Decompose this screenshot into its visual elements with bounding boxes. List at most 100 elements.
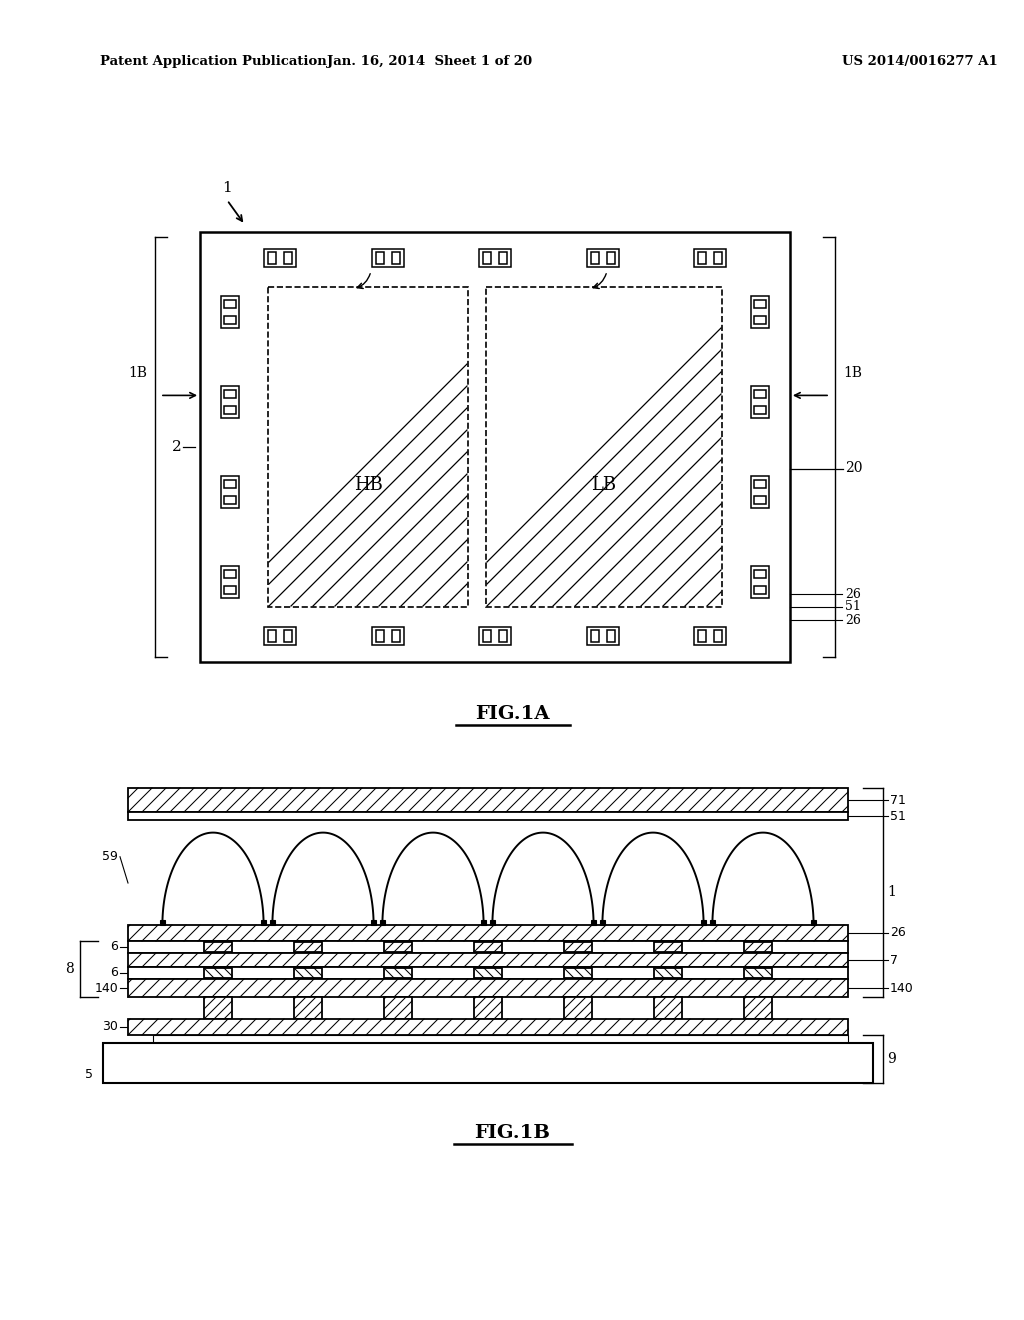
Bar: [811, 920, 816, 925]
Bar: [694, 249, 726, 267]
Bar: [751, 385, 769, 418]
Bar: [714, 630, 722, 642]
Bar: [270, 920, 274, 925]
Bar: [153, 1035, 848, 1043]
Bar: [564, 942, 592, 952]
Bar: [380, 920, 385, 925]
Bar: [372, 627, 403, 645]
Bar: [200, 232, 790, 663]
Bar: [371, 920, 376, 925]
Text: 30: 30: [102, 1020, 118, 1034]
Text: 1B: 1B: [128, 367, 147, 380]
Bar: [591, 630, 598, 642]
Text: 51: 51: [890, 809, 906, 822]
Bar: [294, 942, 322, 952]
Bar: [103, 1043, 873, 1082]
Bar: [744, 942, 772, 952]
Bar: [698, 252, 706, 264]
Text: 9: 9: [887, 1052, 896, 1067]
Bar: [474, 997, 502, 1019]
Bar: [591, 920, 596, 925]
Bar: [654, 942, 682, 952]
Text: 140: 140: [94, 982, 118, 994]
Bar: [128, 968, 848, 979]
Text: 29: 29: [143, 1048, 159, 1061]
Bar: [754, 389, 766, 399]
Bar: [654, 997, 682, 1019]
Bar: [606, 252, 614, 264]
Bar: [751, 296, 769, 327]
Text: 51: 51: [845, 601, 861, 614]
Bar: [587, 249, 618, 267]
Bar: [224, 389, 236, 399]
Text: 71: 71: [890, 793, 906, 807]
Text: HB: HB: [353, 477, 382, 495]
Bar: [600, 920, 605, 925]
Bar: [224, 315, 236, 323]
Bar: [754, 315, 766, 323]
Text: Patent Application Publication: Patent Application Publication: [100, 55, 327, 69]
Bar: [751, 566, 769, 598]
Text: 6: 6: [111, 940, 118, 953]
Bar: [294, 968, 322, 978]
Bar: [224, 496, 236, 504]
Bar: [714, 252, 722, 264]
Text: 5: 5: [85, 1068, 93, 1081]
Bar: [284, 252, 292, 264]
Bar: [224, 586, 236, 594]
Bar: [384, 968, 412, 978]
Bar: [384, 997, 412, 1019]
Text: 20: 20: [845, 462, 862, 475]
Bar: [204, 997, 232, 1019]
Bar: [481, 920, 486, 925]
Bar: [128, 953, 848, 968]
Text: 2: 2: [172, 440, 182, 454]
Bar: [754, 586, 766, 594]
Bar: [224, 570, 236, 578]
Bar: [744, 997, 772, 1019]
Bar: [479, 627, 511, 645]
Text: 1: 1: [222, 181, 231, 195]
Text: 140: 140: [890, 982, 913, 994]
Bar: [284, 630, 292, 642]
Bar: [694, 627, 726, 645]
Text: 4: 4: [609, 255, 617, 269]
Bar: [261, 920, 266, 925]
Bar: [294, 997, 322, 1019]
Bar: [376, 630, 384, 642]
Bar: [128, 1019, 848, 1035]
Bar: [221, 566, 239, 598]
Text: 26: 26: [845, 614, 861, 627]
Bar: [268, 630, 276, 642]
Bar: [474, 968, 502, 978]
Bar: [128, 788, 848, 812]
Bar: [698, 630, 706, 642]
Bar: [591, 252, 598, 264]
Text: 59: 59: [102, 850, 118, 863]
Text: 1B: 1B: [843, 367, 862, 380]
Bar: [587, 627, 618, 645]
Bar: [754, 570, 766, 578]
Bar: [221, 296, 239, 327]
Bar: [754, 496, 766, 504]
Bar: [160, 920, 165, 925]
Bar: [489, 920, 495, 925]
Bar: [654, 968, 682, 978]
Bar: [128, 812, 848, 820]
Bar: [264, 249, 296, 267]
Bar: [372, 249, 403, 267]
Bar: [483, 252, 490, 264]
Bar: [268, 286, 468, 607]
Bar: [376, 252, 384, 264]
Bar: [479, 249, 511, 267]
Text: Jan. 16, 2014  Sheet 1 of 20: Jan. 16, 2014 Sheet 1 of 20: [328, 55, 532, 69]
Bar: [474, 942, 502, 952]
Text: 1: 1: [887, 886, 896, 899]
Text: 26: 26: [845, 587, 861, 601]
Bar: [384, 942, 412, 952]
Bar: [710, 920, 715, 925]
Bar: [754, 300, 766, 308]
Bar: [754, 480, 766, 488]
Bar: [264, 627, 296, 645]
Bar: [751, 477, 769, 508]
